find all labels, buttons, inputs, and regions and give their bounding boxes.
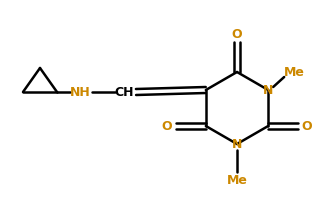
- Text: Me: Me: [226, 173, 248, 186]
- Text: Me: Me: [284, 65, 305, 79]
- Text: NH: NH: [70, 85, 90, 98]
- Text: CH: CH: [114, 85, 134, 98]
- Text: O: O: [162, 120, 172, 133]
- Text: N: N: [232, 138, 242, 150]
- Text: O: O: [232, 28, 242, 41]
- Text: N: N: [263, 84, 273, 97]
- Text: O: O: [302, 120, 312, 133]
